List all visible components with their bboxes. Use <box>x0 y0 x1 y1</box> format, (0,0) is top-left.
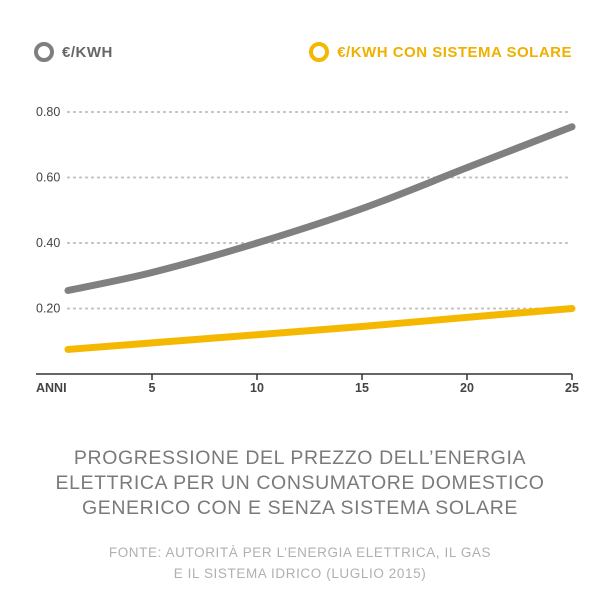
source-note: FONTE: AUTORITÀ PER L’ENERGIA ELETTRICA,… <box>108 545 492 581</box>
legend-item-kwh: €/KWH <box>34 42 113 62</box>
x-tick-label: 25 <box>565 381 579 395</box>
x-tick-label: 20 <box>460 381 474 395</box>
legend-circle-icon <box>34 42 54 62</box>
y-tick-label: 0.20 <box>36 302 60 316</box>
y-tick-label: 0.60 <box>36 171 60 185</box>
x-tick-label: 10 <box>250 381 264 395</box>
y-tick-label: 0.80 <box>36 105 60 119</box>
x-tick-label: 5 <box>149 381 156 395</box>
x-axis-label: ANNI <box>36 381 67 395</box>
chart-legend: €/KWH €/KWH CON SISTEMA SOLARE <box>34 40 572 64</box>
legend-label-kwh: €/KWH <box>62 43 113 61</box>
series-line-kwh-solar <box>64 305 576 353</box>
line-chart: 0.20 0.40 0.60 0.80 ANNI 5 10 15 20 25 <box>36 105 579 395</box>
series-line-kwh <box>64 123 576 294</box>
legend-item-kwh-solar: €/KWH CON SISTEMA SOLARE <box>309 42 572 62</box>
x-tick-label: 15 <box>355 381 369 395</box>
y-tick-label: 0.40 <box>36 236 60 250</box>
legend-circle-icon <box>309 42 330 62</box>
chart-caption: PROGRESSIONE DEL PREZZO DELL’ENERGIA ELE… <box>55 447 545 519</box>
legend-label-kwh-solar: €/KWH CON SISTEMA SOLARE <box>337 43 572 61</box>
